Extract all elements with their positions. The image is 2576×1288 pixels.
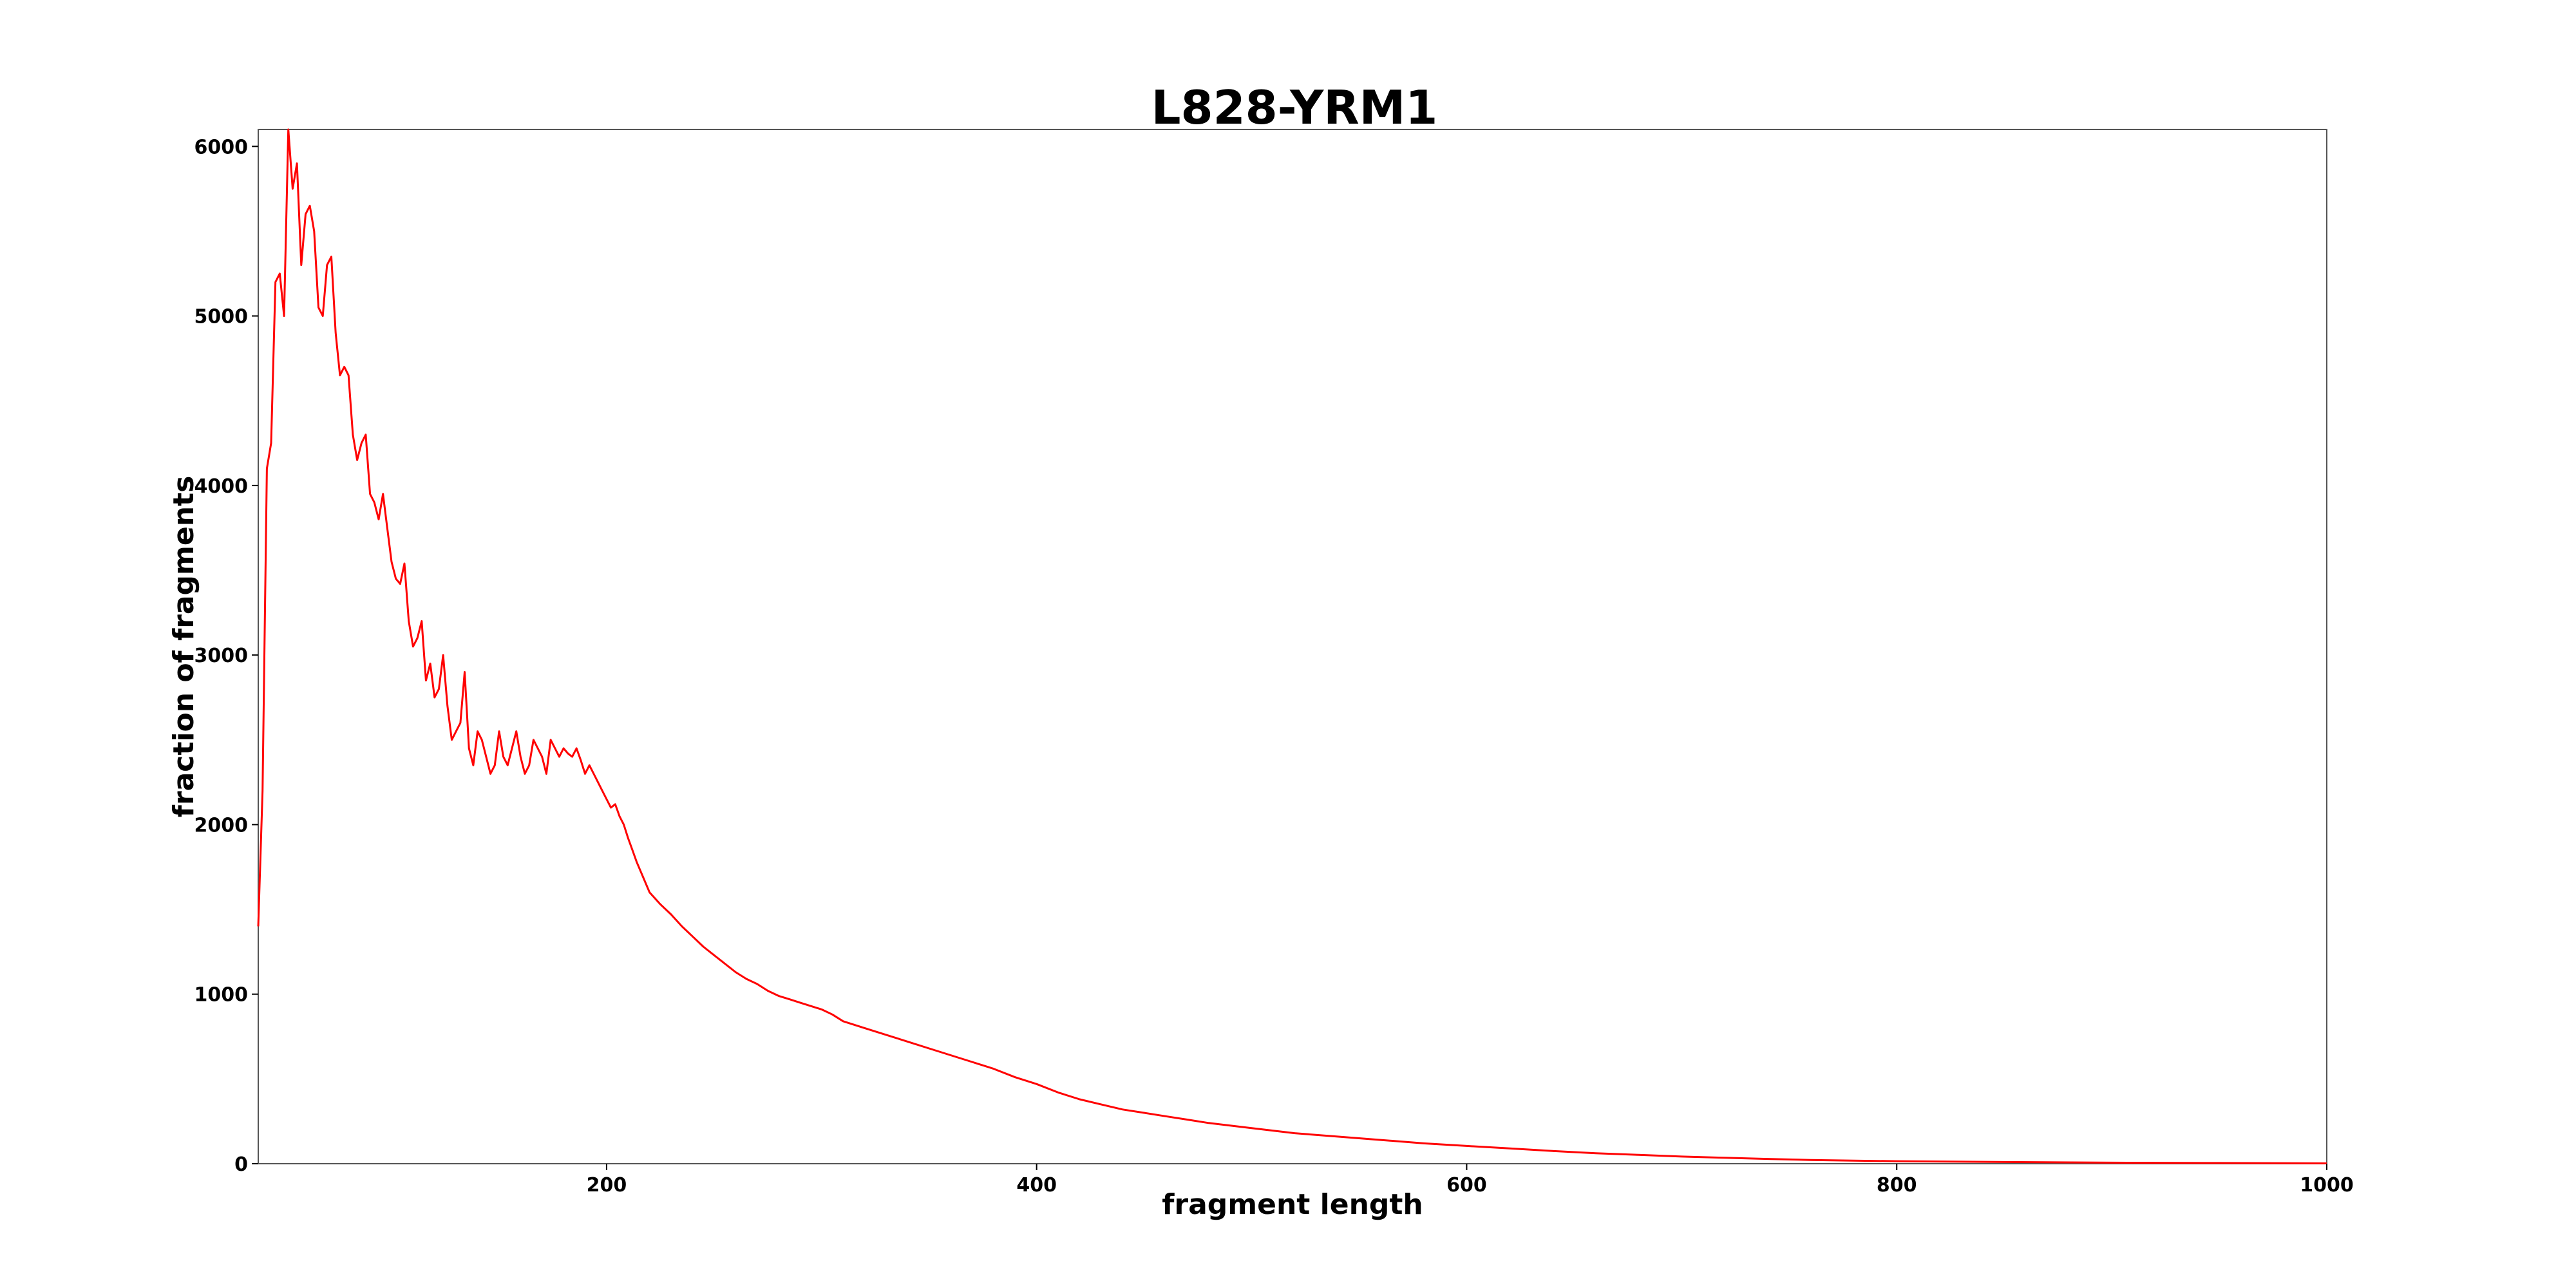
x-tick-label: 200 <box>587 1174 627 1197</box>
chart-title: L828-YRM1 <box>1151 80 1438 135</box>
series-line-0 <box>257 128 2327 1164</box>
x-tick-label: 600 <box>1446 1174 1487 1197</box>
x-axis: 200 400 600 800 1000 <box>587 1164 2354 1197</box>
x-tick-label: 400 <box>1016 1174 1057 1197</box>
x-tick-label: 1000 <box>2300 1174 2354 1197</box>
y-tick-label: 2000 <box>194 814 249 837</box>
y-axis: 0 1000 2000 3000 4000 5000 6000 <box>194 136 258 1176</box>
x-axis-label: fragment length <box>1162 1188 1423 1221</box>
y-tick-label: 4000 <box>194 475 249 498</box>
y-tick-label: 6000 <box>194 136 249 158</box>
y-tick-label: 5000 <box>194 306 249 328</box>
y-tick-label: 0 <box>234 1153 248 1176</box>
x-tick-label: 800 <box>1877 1174 1917 1197</box>
series-layer <box>257 128 2327 1164</box>
plot-frame <box>258 129 2327 1164</box>
y-tick-label: 1000 <box>194 984 249 1007</box>
y-axis-label: fraction of fragments <box>167 476 200 818</box>
y-tick-label: 3000 <box>194 645 249 667</box>
